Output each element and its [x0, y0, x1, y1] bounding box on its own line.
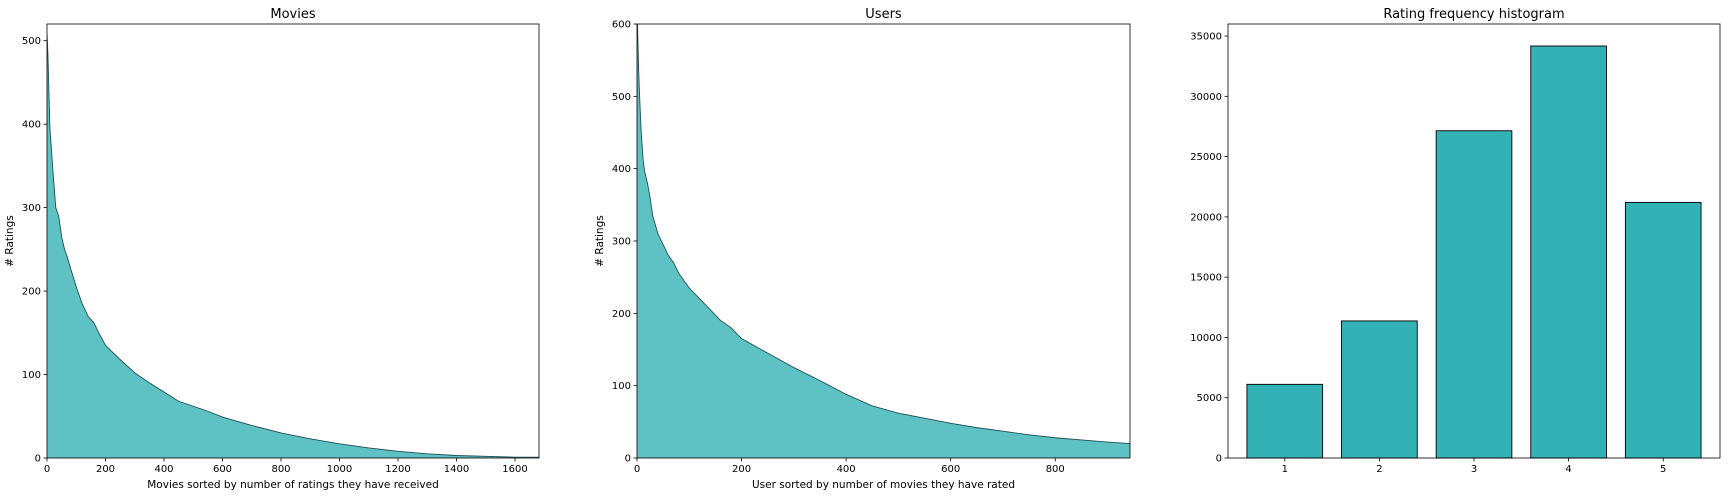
- y-tick-label: 600: [612, 20, 631, 31]
- area-line: [637, 24, 1130, 444]
- x-tick-label: 800: [271, 464, 290, 475]
- users-panel: Users 0 200 400 600 800 User sorted by number …: [594, 7, 1131, 491]
- y-tick-label: 0: [1216, 454, 1222, 465]
- x-tick-label: 400: [154, 464, 173, 475]
- y-tick-label: 500: [22, 36, 41, 47]
- y-tick-label: 400: [22, 120, 41, 131]
- x-tick-label: 2: [1376, 464, 1382, 475]
- x-tick-label: 200: [96, 464, 115, 475]
- rating-histogram-panel: Rating frequency histogram 1 2 3 4 5 0 5000 1000…: [1190, 7, 1721, 475]
- y-tick-label: 100: [612, 381, 631, 392]
- x-tick-label: 0: [634, 464, 640, 475]
- bar: [1341, 320, 1418, 459]
- x-tick-label: 200: [732, 464, 751, 475]
- x-tick-label: 800: [1046, 464, 1065, 475]
- axes-frame: [636, 23, 1131, 459]
- x-tick-label: 4: [1565, 464, 1571, 475]
- y-axis-label: # Ratings: [594, 215, 606, 266]
- x-axis-label: User sorted by number of movies they hav…: [752, 479, 1015, 491]
- area-fill: [47, 34, 539, 458]
- x-tick-label: 0: [44, 464, 50, 475]
- chart-title: Rating frequency histogram: [1383, 7, 1564, 22]
- axes-frame: [46, 23, 540, 459]
- x-tick-label: 1600: [502, 464, 527, 475]
- y-tick-label: 0: [35, 454, 41, 465]
- bar: [1624, 201, 1702, 459]
- y-tick-label: 500: [612, 92, 631, 103]
- y-tick-label: 200: [22, 287, 41, 298]
- y-tick-label: 15000: [1190, 273, 1222, 284]
- y-tick-label: 100: [22, 370, 41, 381]
- y-tick-label: 300: [612, 237, 631, 248]
- x-tick-label: 600: [941, 464, 960, 475]
- x-tick-label: 400: [837, 464, 856, 475]
- y-tick-label: 0: [625, 454, 631, 465]
- x-tick-label: 1000: [327, 464, 352, 475]
- y-tick-label: 25000: [1190, 152, 1222, 163]
- y-tick-label: 300: [22, 203, 41, 214]
- x-tick-label: 3: [1471, 464, 1477, 475]
- y-tick-label: 5000: [1197, 393, 1222, 404]
- y-tick-label: 400: [612, 164, 631, 175]
- y-tick-label: 35000: [1190, 32, 1222, 43]
- x-tick-label: 1400: [444, 464, 469, 475]
- y-tick-label: 20000: [1190, 212, 1222, 223]
- x-tick-label: 600: [213, 464, 232, 475]
- y-tick-label: 200: [612, 309, 631, 320]
- y-tick-label: 30000: [1190, 92, 1222, 103]
- x-tick-label: 1200: [385, 464, 410, 475]
- area-fill: [637, 24, 1130, 458]
- y-axis-label: # Ratings: [4, 215, 16, 266]
- bar: [1435, 130, 1513, 459]
- y-tick-label: 10000: [1190, 333, 1222, 344]
- x-axis-label: Movies sorted by number of ratings they …: [147, 479, 439, 491]
- chart-title: Movies: [270, 7, 315, 22]
- axes-frame: [1227, 23, 1721, 459]
- x-tick-label: 1: [1282, 464, 1288, 475]
- area-line: [47, 33, 539, 458]
- chart-title: Users: [865, 7, 902, 22]
- bar: [1530, 45, 1607, 459]
- bar: [1246, 383, 1324, 459]
- x-tick-label: 5: [1660, 464, 1666, 475]
